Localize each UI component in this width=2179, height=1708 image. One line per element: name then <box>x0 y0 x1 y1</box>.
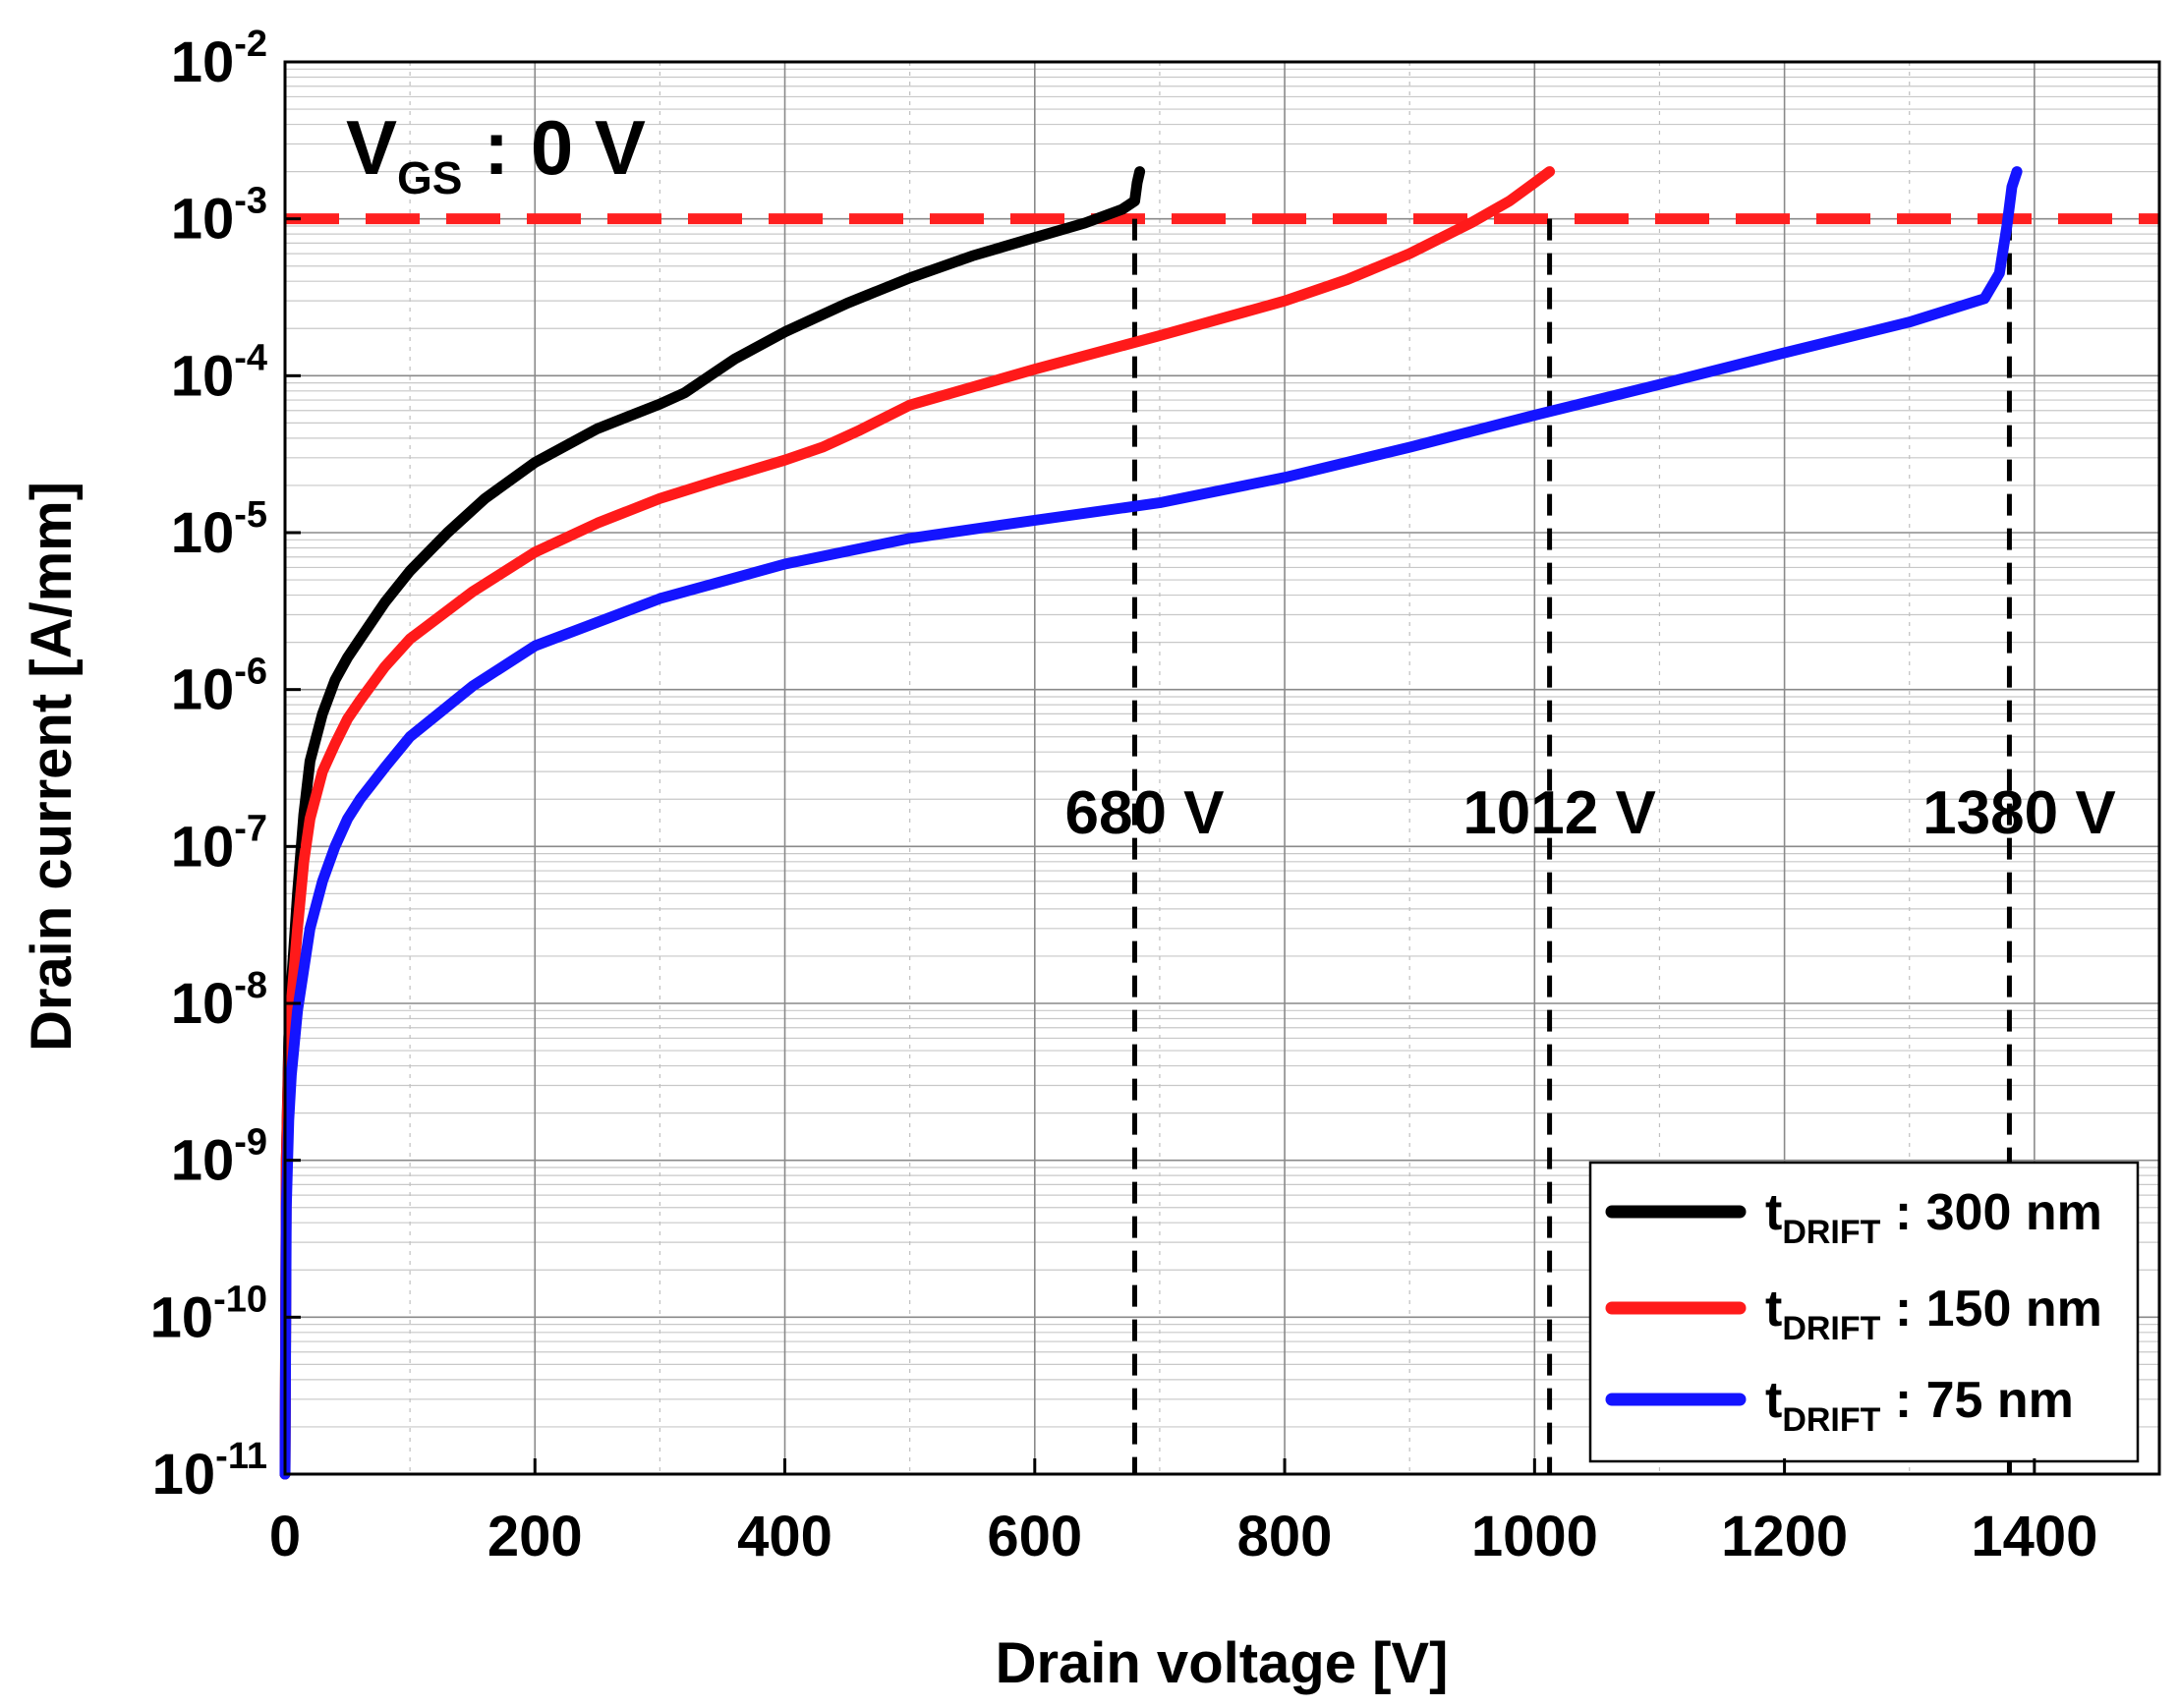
condition-label: VGS : 0 V <box>346 104 646 203</box>
y-tick-label: 10-5 <box>171 494 267 565</box>
breakdown-marker-label: 680 V <box>1064 779 1224 847</box>
condition-label-sub: GS <box>397 152 462 203</box>
y-axis-title: Drain current [A/mm] <box>20 482 84 1052</box>
y-tick-label-exponent: -5 <box>234 494 267 536</box>
y-tick-label-exponent: -4 <box>234 337 267 378</box>
plot-frame <box>283 60 2161 1476</box>
y-tick-label-base: 10 <box>152 1443 216 1507</box>
breakdown-marker-label: 1012 V <box>1462 779 1656 847</box>
x-axis-title: Drain voltage [V] <box>996 1631 1449 1695</box>
y-tick-label-exponent: -7 <box>234 808 267 849</box>
y-tick-label-base: 10 <box>171 30 235 94</box>
legend-label-series-1-rest: : 150 nm <box>1880 1281 2101 1338</box>
legend-label-series-0-sub: DRIFT <box>1782 1214 1880 1251</box>
legend-label-series-0: tDRIFT : 300 nm <box>1765 1184 2102 1251</box>
legend-label-series-1: tDRIFT : 150 nm <box>1765 1281 2102 1347</box>
x-tick-label: 800 <box>1237 1505 1333 1568</box>
legend-label-series-2-sub: DRIFT <box>1782 1401 1880 1439</box>
y-tick-label-base: 10 <box>171 501 235 565</box>
y-tick-label: 10-9 <box>171 1122 267 1193</box>
y-tick-label-exponent: -11 <box>215 1436 267 1477</box>
y-tick-label-exponent: -2 <box>234 24 267 65</box>
y-axis: 10-1110-1010-910-810-710-610-510-410-310… <box>150 24 301 1507</box>
y-tick-label: 10-3 <box>171 181 267 252</box>
legend-label-series-0-rest: : 300 nm <box>1880 1184 2101 1241</box>
y-tick-label-exponent: -3 <box>234 181 267 222</box>
series-layer <box>279 166 2023 1480</box>
y-tick-label-exponent: -10 <box>213 1279 267 1320</box>
y-tick-label-base: 10 <box>150 1285 214 1349</box>
series-line-2 <box>279 166 2023 1480</box>
x-tick-label: 1000 <box>1471 1505 1598 1568</box>
y-tick-label-base: 10 <box>171 972 235 1036</box>
y-tick-label-exponent: -9 <box>234 1122 267 1164</box>
condition-label-rest: : 0 V <box>463 104 646 191</box>
y-tick-label: 10-10 <box>150 1279 267 1349</box>
legend-label-series-1-sub: DRIFT <box>1782 1310 1880 1347</box>
y-tick-label-base: 10 <box>171 188 235 252</box>
y-tick-label: 10-4 <box>171 337 267 408</box>
x-tick-label: 1400 <box>1971 1505 2097 1568</box>
series-line-1 <box>279 166 1556 1480</box>
breakdown-marker-label: 1380 V <box>1922 779 2116 847</box>
legend-label-series-2: tDRIFT : 75 nm <box>1765 1372 2074 1439</box>
legend-label-series-0-main: t <box>1765 1184 1782 1241</box>
y-tick-label-base: 10 <box>171 815 235 879</box>
y-tick-label: 10-11 <box>152 1436 267 1507</box>
x-tick-label: 0 <box>269 1505 301 1568</box>
legend: tDRIFT : 300 nm tDRIFT : 150 nm tDRIFT :… <box>1588 1161 2140 1463</box>
y-tick-label: 10-2 <box>171 24 267 94</box>
y-tick-label: 10-6 <box>171 652 267 722</box>
y-tick-label: 10-8 <box>171 965 267 1036</box>
series-line-0 <box>279 166 1146 1480</box>
x-axis: 0 200 400 600 800 1000 1200 1400 <box>269 1458 2097 1568</box>
legend-label-series-2-main: t <box>1765 1372 1782 1429</box>
y-tick-label-base: 10 <box>171 1129 235 1193</box>
y-tick-label-exponent: -6 <box>234 652 267 693</box>
x-tick-label: 400 <box>737 1505 832 1568</box>
legend-label-series-1-main: t <box>1765 1281 1782 1338</box>
x-tick-label: 600 <box>987 1505 1082 1568</box>
y-tick-label-base: 10 <box>171 344 235 408</box>
condition-label-main: V <box>346 104 397 191</box>
y-tick-label-exponent: -8 <box>234 965 267 1006</box>
y-tick-label-base: 10 <box>171 658 235 722</box>
y-tick-label: 10-7 <box>171 808 267 879</box>
legend-label-series-2-rest: : 75 nm <box>1880 1372 2074 1429</box>
x-tick-label: 200 <box>487 1505 583 1568</box>
x-tick-label: 1200 <box>1721 1505 1848 1568</box>
breakdown-markers: 680 V 1012 V 1380 V <box>1064 218 2116 1474</box>
